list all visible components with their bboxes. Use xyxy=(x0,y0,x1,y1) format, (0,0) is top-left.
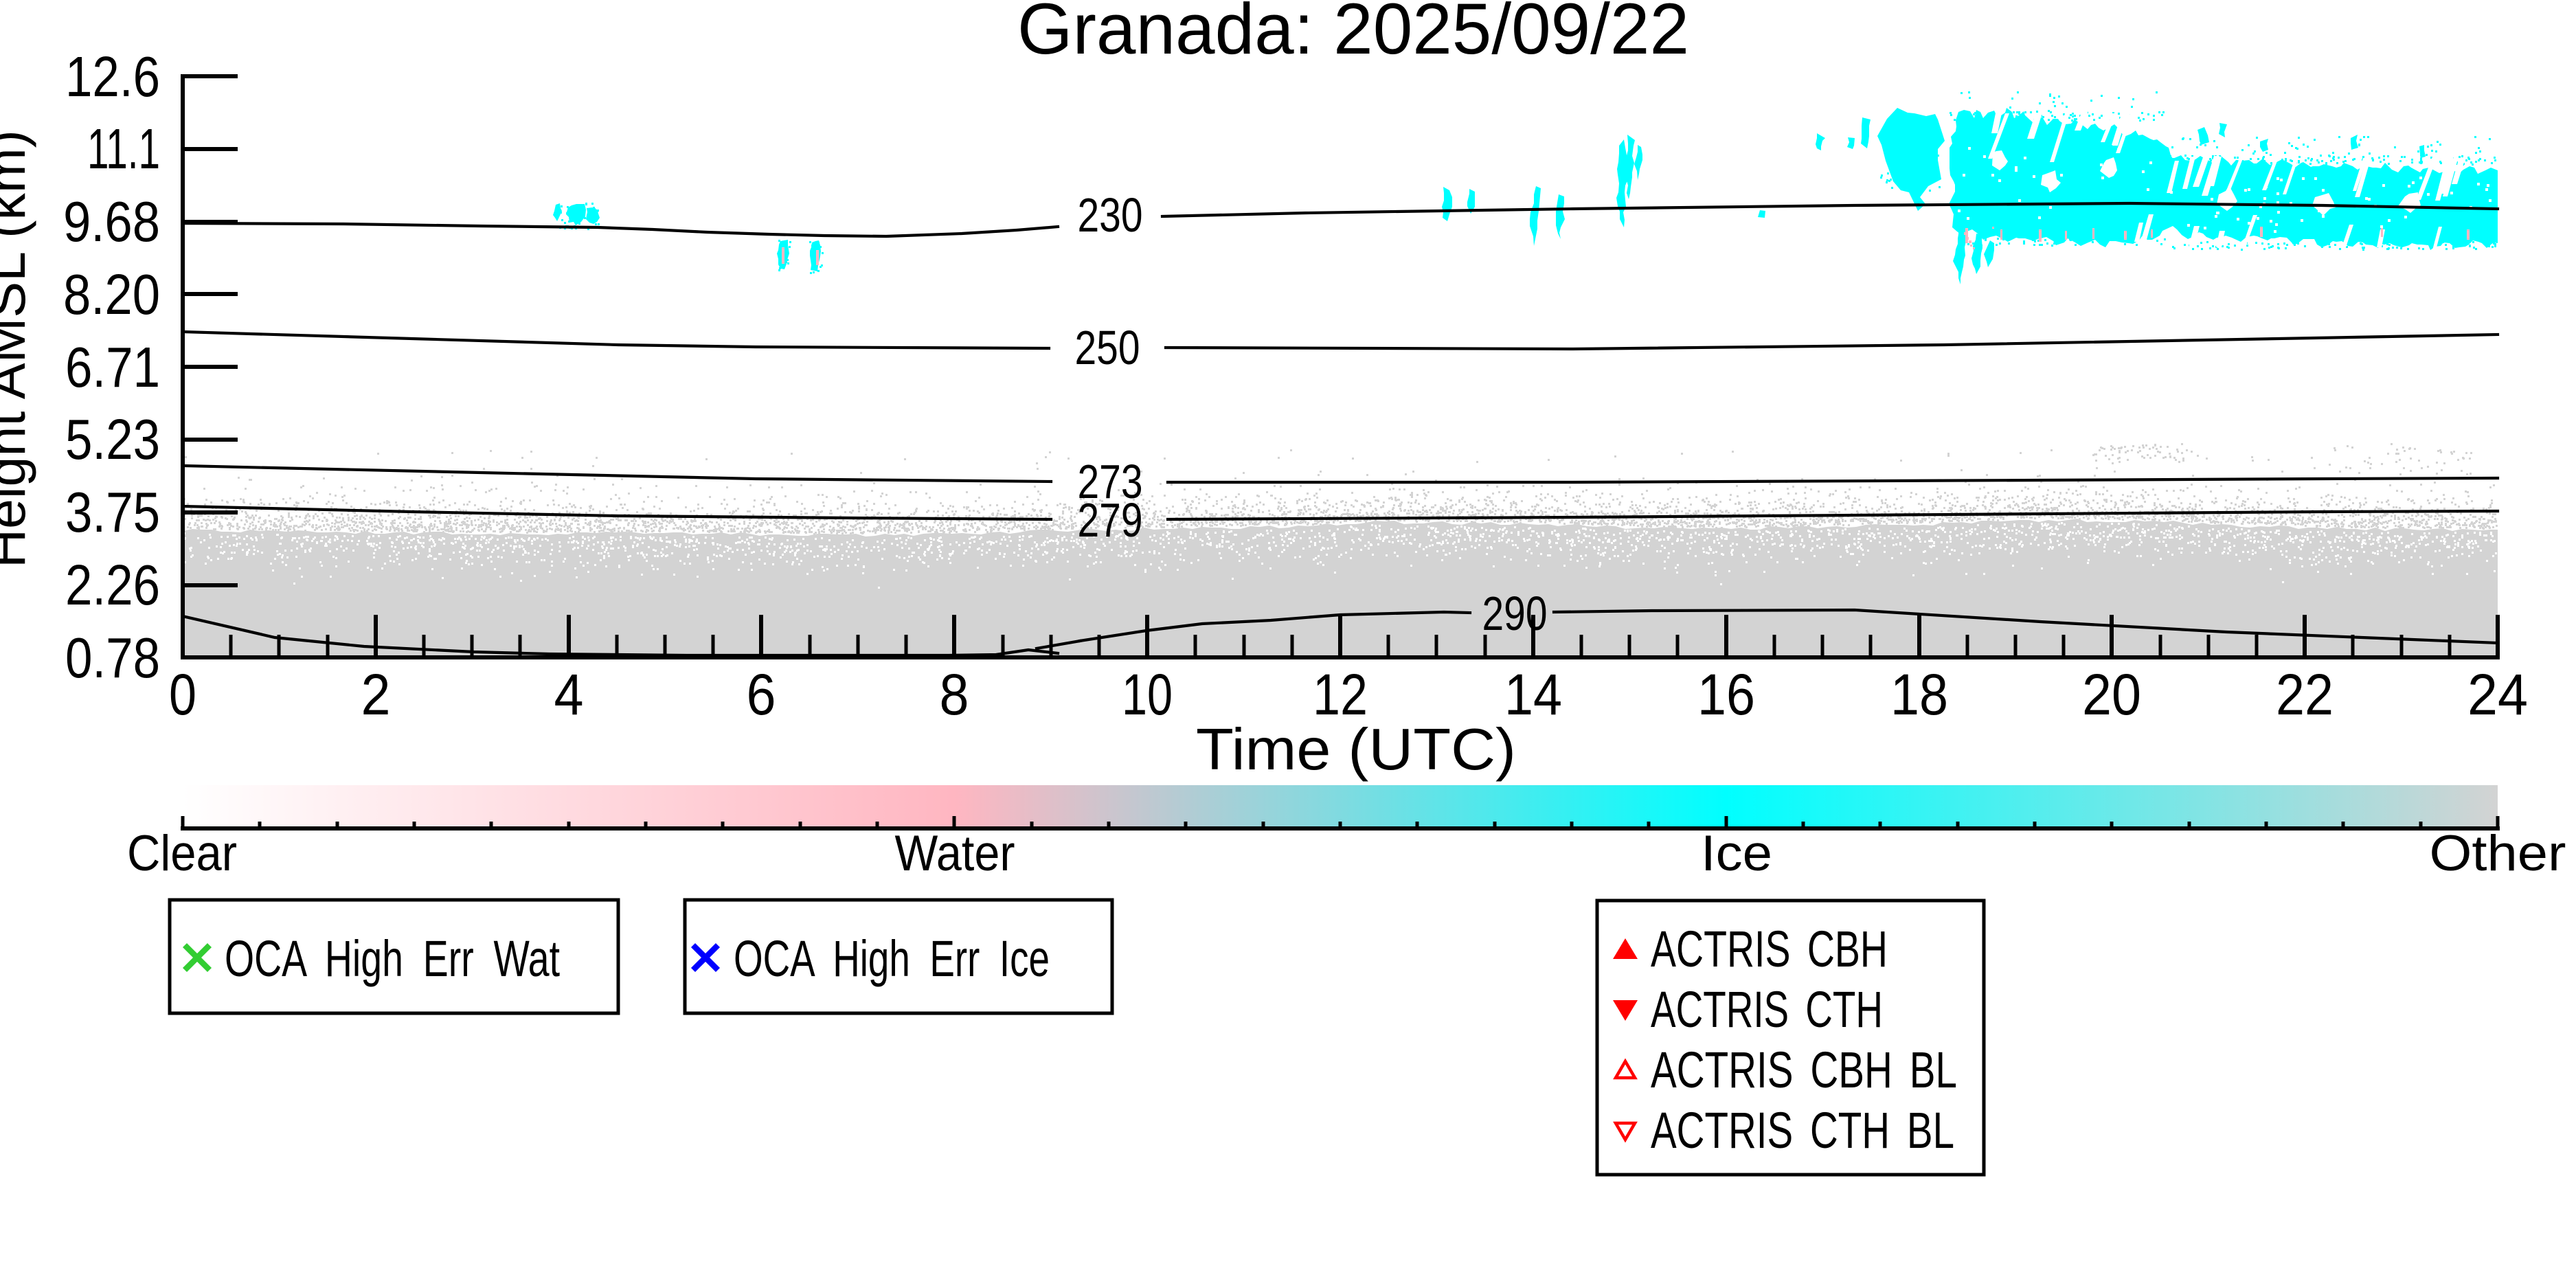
svg-text:Water: Water xyxy=(895,826,1015,881)
svg-text:Time (UTC): Time (UTC) xyxy=(1196,717,1516,782)
svg-text:290: 290 xyxy=(1482,587,1548,640)
svg-text:18: 18 xyxy=(1890,662,1948,727)
svg-text:OCA High Err Wat: OCA High Err Wat xyxy=(225,930,560,987)
svg-text:6.71: 6.71 xyxy=(65,335,160,399)
svg-text:ACTRIS CTH: ACTRIS CTH xyxy=(1651,981,1883,1038)
svg-text:4: 4 xyxy=(554,662,584,727)
svg-text:Ice: Ice xyxy=(1701,826,1772,881)
svg-text:22: 22 xyxy=(2276,662,2334,727)
svg-text:279: 279 xyxy=(1078,493,1143,547)
svg-text:6: 6 xyxy=(747,662,776,727)
svg-text:ACTRIS CBH: ACTRIS CBH xyxy=(1651,920,1888,978)
svg-text:250: 250 xyxy=(1075,321,1140,374)
svg-text:Height AMSL (km): Height AMSL (km) xyxy=(0,130,36,568)
svg-text:24: 24 xyxy=(2467,662,2528,727)
svg-text:3.75: 3.75 xyxy=(65,480,160,544)
svg-text:0: 0 xyxy=(169,662,196,727)
svg-text:Clear: Clear xyxy=(127,826,237,881)
svg-text:12.6: 12.6 xyxy=(65,45,160,109)
svg-text:OCA High Err Ice: OCA High Err Ice xyxy=(734,930,1050,987)
svg-text:12: 12 xyxy=(1313,662,1368,727)
svg-text:11.1: 11.1 xyxy=(87,117,160,181)
svg-text:ACTRIS CTH BL: ACTRIS CTH BL xyxy=(1651,1102,1954,1159)
svg-text:273: 273 xyxy=(1078,455,1143,508)
svg-text:5.23: 5.23 xyxy=(65,407,160,471)
svg-text:0.78: 0.78 xyxy=(65,626,160,690)
svg-text:Other: Other xyxy=(2430,826,2566,881)
svg-text:8: 8 xyxy=(940,662,969,727)
svg-text:Granada: 2025/09/22: Granada: 2025/09/22 xyxy=(1017,0,1689,69)
svg-text:16: 16 xyxy=(1697,662,1755,727)
svg-text:230: 230 xyxy=(1078,188,1143,242)
svg-text:2: 2 xyxy=(361,662,391,727)
svg-text:2.26: 2.26 xyxy=(65,553,160,617)
svg-text:ACTRIS CBH BL: ACTRIS CBH BL xyxy=(1651,1041,1957,1098)
svg-text:10: 10 xyxy=(1122,662,1173,727)
svg-text:8.20: 8.20 xyxy=(63,262,160,326)
svg-text:20: 20 xyxy=(2082,662,2141,727)
svg-text:9.68: 9.68 xyxy=(63,190,160,253)
svg-text:14: 14 xyxy=(1504,662,1562,727)
